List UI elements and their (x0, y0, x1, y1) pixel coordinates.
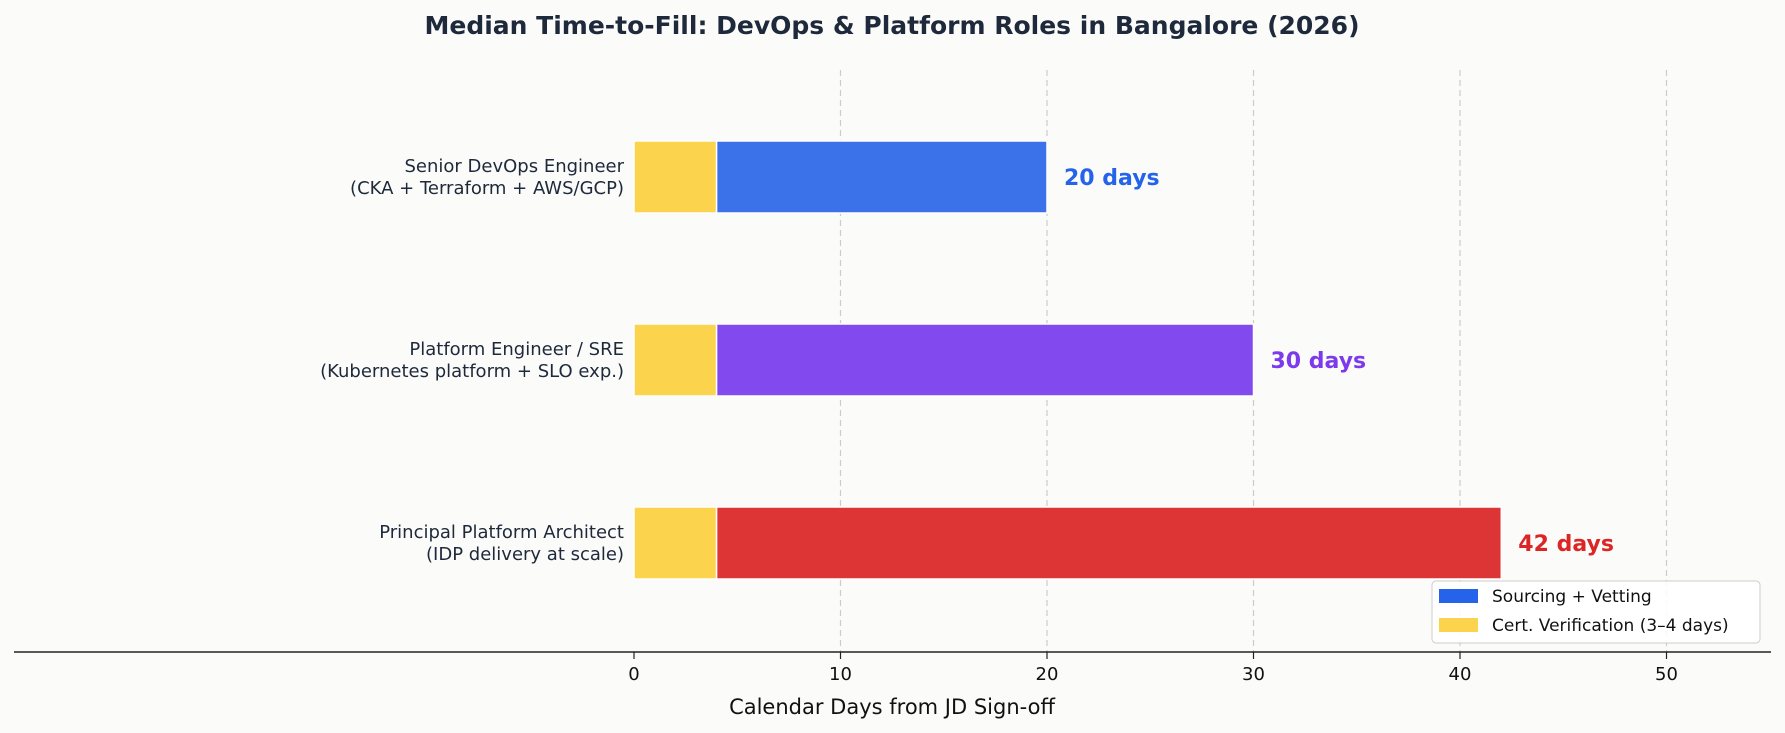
bar-segment-sourcing-vetting (715, 323, 1255, 397)
x-axis-label: Calendar Days from JD Sign-off (729, 695, 1055, 719)
x-tick-label: 10 (829, 664, 852, 685)
value-label: 42 days (1518, 532, 1614, 557)
x-tick-label: 20 (1036, 664, 1059, 685)
legend: Sourcing + Vetting Cert. Verification (3–… (1431, 580, 1761, 644)
category-label: Principal Platform Architect (379, 522, 624, 543)
category-label: Platform Engineer / SRE (409, 339, 624, 360)
category-label: Senior DevOps Engineer (405, 156, 625, 177)
x-tick-label: 0 (628, 664, 639, 685)
category-labels: Senior DevOps Engineer(CKA + Terraform +… (320, 156, 625, 565)
bar-segment-cert-verification (633, 506, 718, 580)
chart-title: Median Time-to-Fill: DevOps & Platform R… (424, 11, 1359, 40)
bar-segment-sourcing-vetting (715, 140, 1048, 214)
value-labels: 20 days 30 days 42 days (1064, 166, 1614, 557)
bar-segment-cert-verification (633, 323, 718, 397)
bar-segment-cert-verification (633, 140, 718, 214)
category-label: (CKA + Terraform + AWS/GCP) (350, 178, 624, 199)
category-label: (Kubernetes platform + SLO exp.) (320, 361, 624, 382)
category-label: (IDP delivery at scale) (426, 544, 624, 565)
x-tick-label: 50 (1655, 664, 1678, 685)
legend-box (1431, 580, 1761, 644)
x-tick-label: 40 (1449, 664, 1472, 685)
bar-segment-sourcing-vetting (715, 506, 1503, 580)
legend-label: Sourcing + Vetting (1492, 587, 1652, 607)
value-label: 20 days (1064, 166, 1160, 191)
bars-group (633, 140, 1503, 580)
legend-label: Cert. Verification (3–4 days) (1492, 616, 1729, 636)
x-tick-label: 30 (1242, 664, 1265, 685)
value-label: 30 days (1271, 349, 1367, 374)
x-axis-ticks: 0 10 20 30 40 50 (628, 652, 1678, 685)
legend-swatch (1439, 618, 1478, 632)
legend-swatch (1439, 589, 1478, 603)
